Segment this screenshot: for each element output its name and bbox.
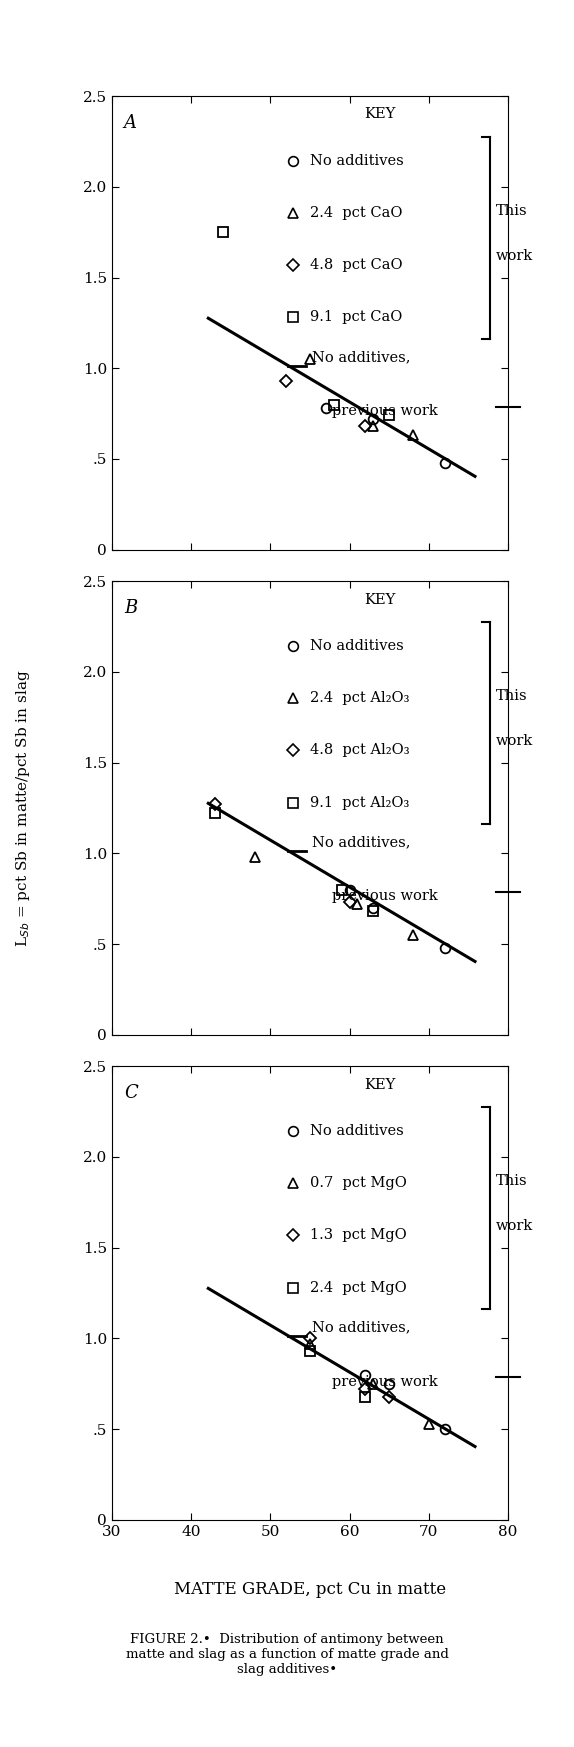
Text: No additives,: No additives, [312, 349, 410, 363]
Text: 2.4  pct MgO: 2.4 pct MgO [310, 1281, 407, 1295]
Text: 2.4  pct CaO: 2.4 pct CaO [310, 206, 402, 220]
Text: L$_{Sb}$ = pct Sb in matte/pct Sb in slag: L$_{Sb}$ = pct Sb in matte/pct Sb in sla… [14, 669, 32, 947]
Text: A: A [124, 114, 137, 133]
Text: No additives: No additives [310, 639, 404, 653]
Text: This: This [496, 688, 528, 702]
Text: 4.8  pct CaO: 4.8 pct CaO [310, 259, 402, 273]
Text: FIGURE 2.•  Distribution of antimony between
matte and slag as a function of mat: FIGURE 2.• Distribution of antimony betw… [126, 1633, 448, 1677]
Text: KEY: KEY [364, 107, 396, 122]
Text: MATTE GRADE, pct Cu in matte: MATTE GRADE, pct Cu in matte [174, 1581, 446, 1599]
Text: 0.7  pct MgO: 0.7 pct MgO [310, 1176, 407, 1190]
Text: KEY: KEY [364, 1078, 396, 1092]
Text: previous work: previous work [332, 1375, 437, 1389]
Text: previous work: previous work [332, 889, 437, 903]
Text: previous work: previous work [332, 404, 437, 418]
Text: C: C [124, 1085, 138, 1102]
Text: This: This [496, 1174, 528, 1188]
Text: work: work [496, 734, 533, 748]
Text: 9.1  pct Al₂O₃: 9.1 pct Al₂O₃ [310, 795, 409, 809]
Text: work: work [496, 250, 533, 264]
Text: This: This [496, 204, 528, 218]
Text: work: work [496, 1219, 533, 1233]
Text: No additives,: No additives, [312, 835, 410, 849]
Text: 9.1  pct CaO: 9.1 pct CaO [310, 311, 402, 325]
Text: No additives,: No additives, [312, 1321, 410, 1335]
Text: 4.8  pct Al₂O₃: 4.8 pct Al₂O₃ [310, 744, 410, 758]
Text: 1.3  pct MgO: 1.3 pct MgO [310, 1228, 407, 1242]
Text: No additives: No additives [310, 1123, 404, 1137]
Text: No additives: No additives [310, 154, 404, 168]
Text: 2.4  pct Al₂O₃: 2.4 pct Al₂O₃ [310, 692, 409, 706]
Text: B: B [124, 599, 137, 617]
Text: KEY: KEY [364, 592, 396, 606]
